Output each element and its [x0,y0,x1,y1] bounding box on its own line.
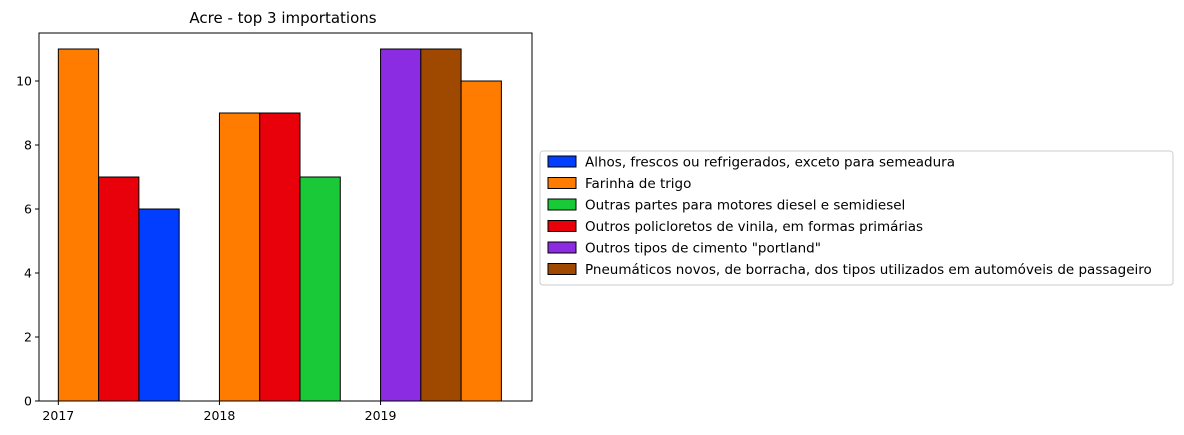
x-tick-label: 2018 [204,408,236,423]
legend-swatch [547,241,577,254]
y-tick-label: 2 [24,330,32,345]
bar-2017-1 [57,48,100,402]
bar-2018-1 [218,112,261,402]
y-tick-label: 8 [24,138,32,153]
legend-label: Outros policloretos de vinila, em formas… [585,219,923,235]
x-axis: 2017 2018 2019 [42,401,397,423]
bar-2018-3 [299,176,341,402]
bar-2017-3 [138,208,180,402]
legend-label: Outros tipos de cimento "portland" [585,241,821,257]
legend-label: Farinha de trigo [585,176,691,192]
y-axis: 0 2 4 6 8 10 [16,74,39,409]
legend-label: Outras partes para motores diesel e semi… [585,198,905,214]
legend-label: Alhos, frescos ou refrigerados, exceto p… [585,155,955,171]
plot-frame [38,32,533,402]
x-tick-label: 2019 [365,408,397,423]
chart-title: Acre - top 3 importations [189,9,376,27]
bar-2019-3 [460,80,502,402]
legend: Alhos, frescos ou refrigerados, exceto p… [539,150,1174,286]
y-tick-label: 10 [16,74,32,89]
y-tick-label: 6 [24,202,32,217]
bar-2019-1 [380,48,422,402]
legend-swatch [547,220,577,232]
bar-2017-2 [98,176,140,402]
legend-label: Pneumáticos novos, de borracha, dos tipo… [585,262,1152,278]
legend-swatch [547,155,577,168]
bar-2018-2 [259,112,301,402]
legend-swatch [547,198,577,211]
legend-swatch [547,263,577,275]
y-tick-label: 4 [24,266,32,281]
legend-frame [539,150,1174,286]
x-tick-label: 2017 [42,408,74,423]
bar-2019-2 [420,48,462,402]
bars-layer [57,48,502,402]
y-tick-label: 0 [24,394,32,409]
legend-swatch [547,177,577,189]
